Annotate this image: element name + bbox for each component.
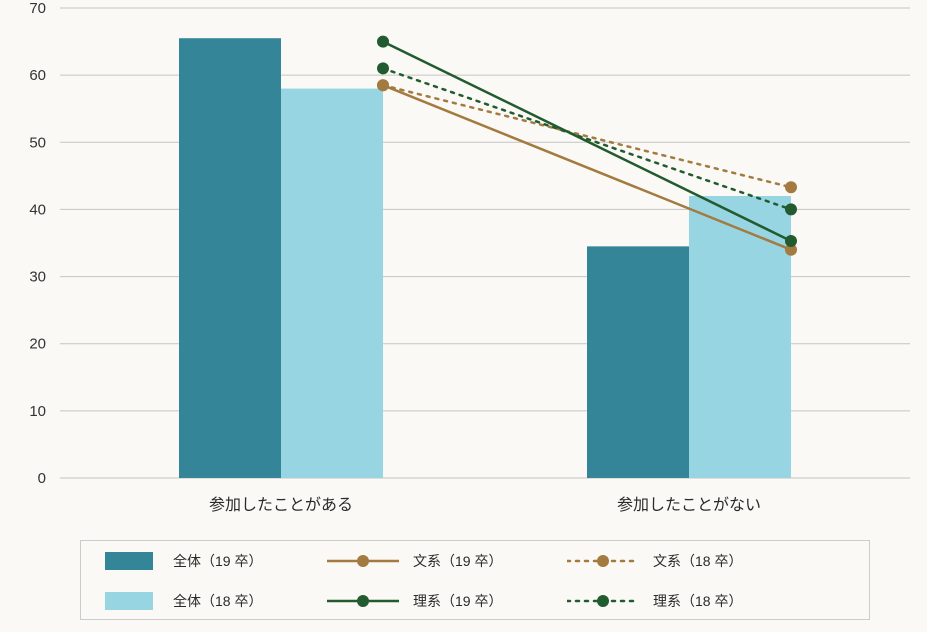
legend-row: 全体（19 卒） 文系（19 卒） 文系（18 卒） xyxy=(81,541,869,581)
legend-item: 全体（18 卒） xyxy=(81,591,303,611)
y-tick-label: 20 xyxy=(29,336,46,353)
legend-swatch xyxy=(567,592,639,610)
category-label: 参加したことがない xyxy=(617,496,761,514)
y-tick-label: 60 xyxy=(29,67,46,84)
y-tick-label: 10 xyxy=(29,403,46,420)
legend-label: 文系（18 卒） xyxy=(653,551,783,571)
legend-label: 理系（19 卒） xyxy=(413,591,543,611)
marker-ri19 xyxy=(377,36,389,48)
legend-box: 全体（19 卒） 文系（19 卒） 文系（18 卒） 全体（18 卒） 理系（19 卒）… xyxy=(80,540,870,620)
y-tick-label: 0 xyxy=(38,470,46,487)
marker-bun18 xyxy=(377,79,389,91)
marker-ri18 xyxy=(377,62,389,74)
legend-label: 全体（18 卒） xyxy=(173,591,303,611)
marker-ri19 xyxy=(785,235,797,247)
legend-swatch xyxy=(327,592,399,610)
legend-item: 理系（18 卒） xyxy=(543,591,783,611)
bar-all18 xyxy=(689,196,791,478)
y-tick-label: 30 xyxy=(29,269,46,286)
legend-swatch xyxy=(327,552,399,570)
line-bun18 xyxy=(383,85,791,187)
chart-container: 0 10 20 30 40 50 60 70 参加したことがある 参加したことがない 全体（19 … xyxy=(0,0,927,632)
category-label: 参加したことがある xyxy=(209,496,353,514)
y-tick-label: 70 xyxy=(29,0,46,17)
legend-label: 文系（19 卒） xyxy=(413,551,543,571)
bar-all19 xyxy=(587,246,689,478)
legend-item: 全体（19 卒） xyxy=(81,551,303,571)
legend-swatch xyxy=(105,552,153,570)
legend-swatch xyxy=(105,592,153,610)
y-tick-label: 50 xyxy=(29,134,46,151)
line-bun19 xyxy=(383,85,791,250)
bar-all18 xyxy=(281,89,383,478)
marker-bun18 xyxy=(785,181,797,193)
line-ri19 xyxy=(383,42,791,241)
bar-all19 xyxy=(179,38,281,478)
legend-label: 全体（19 卒） xyxy=(173,551,303,571)
line-ri18 xyxy=(383,68,791,209)
legend-row: 全体（18 卒） 理系（19 卒） 理系（18 卒） xyxy=(81,581,869,621)
marker-ri18 xyxy=(785,203,797,215)
legend-item: 文系（18 卒） xyxy=(543,551,783,571)
y-tick-label: 40 xyxy=(29,201,46,218)
legend-swatch xyxy=(567,552,639,570)
legend-label: 理系（18 卒） xyxy=(653,591,783,611)
legend-item: 理系（19 卒） xyxy=(303,591,543,611)
chart-svg: 0 10 20 30 40 50 60 70 参加したことがある 参加したことがない xyxy=(0,0,927,535)
legend-item: 文系（19 卒） xyxy=(303,551,543,571)
